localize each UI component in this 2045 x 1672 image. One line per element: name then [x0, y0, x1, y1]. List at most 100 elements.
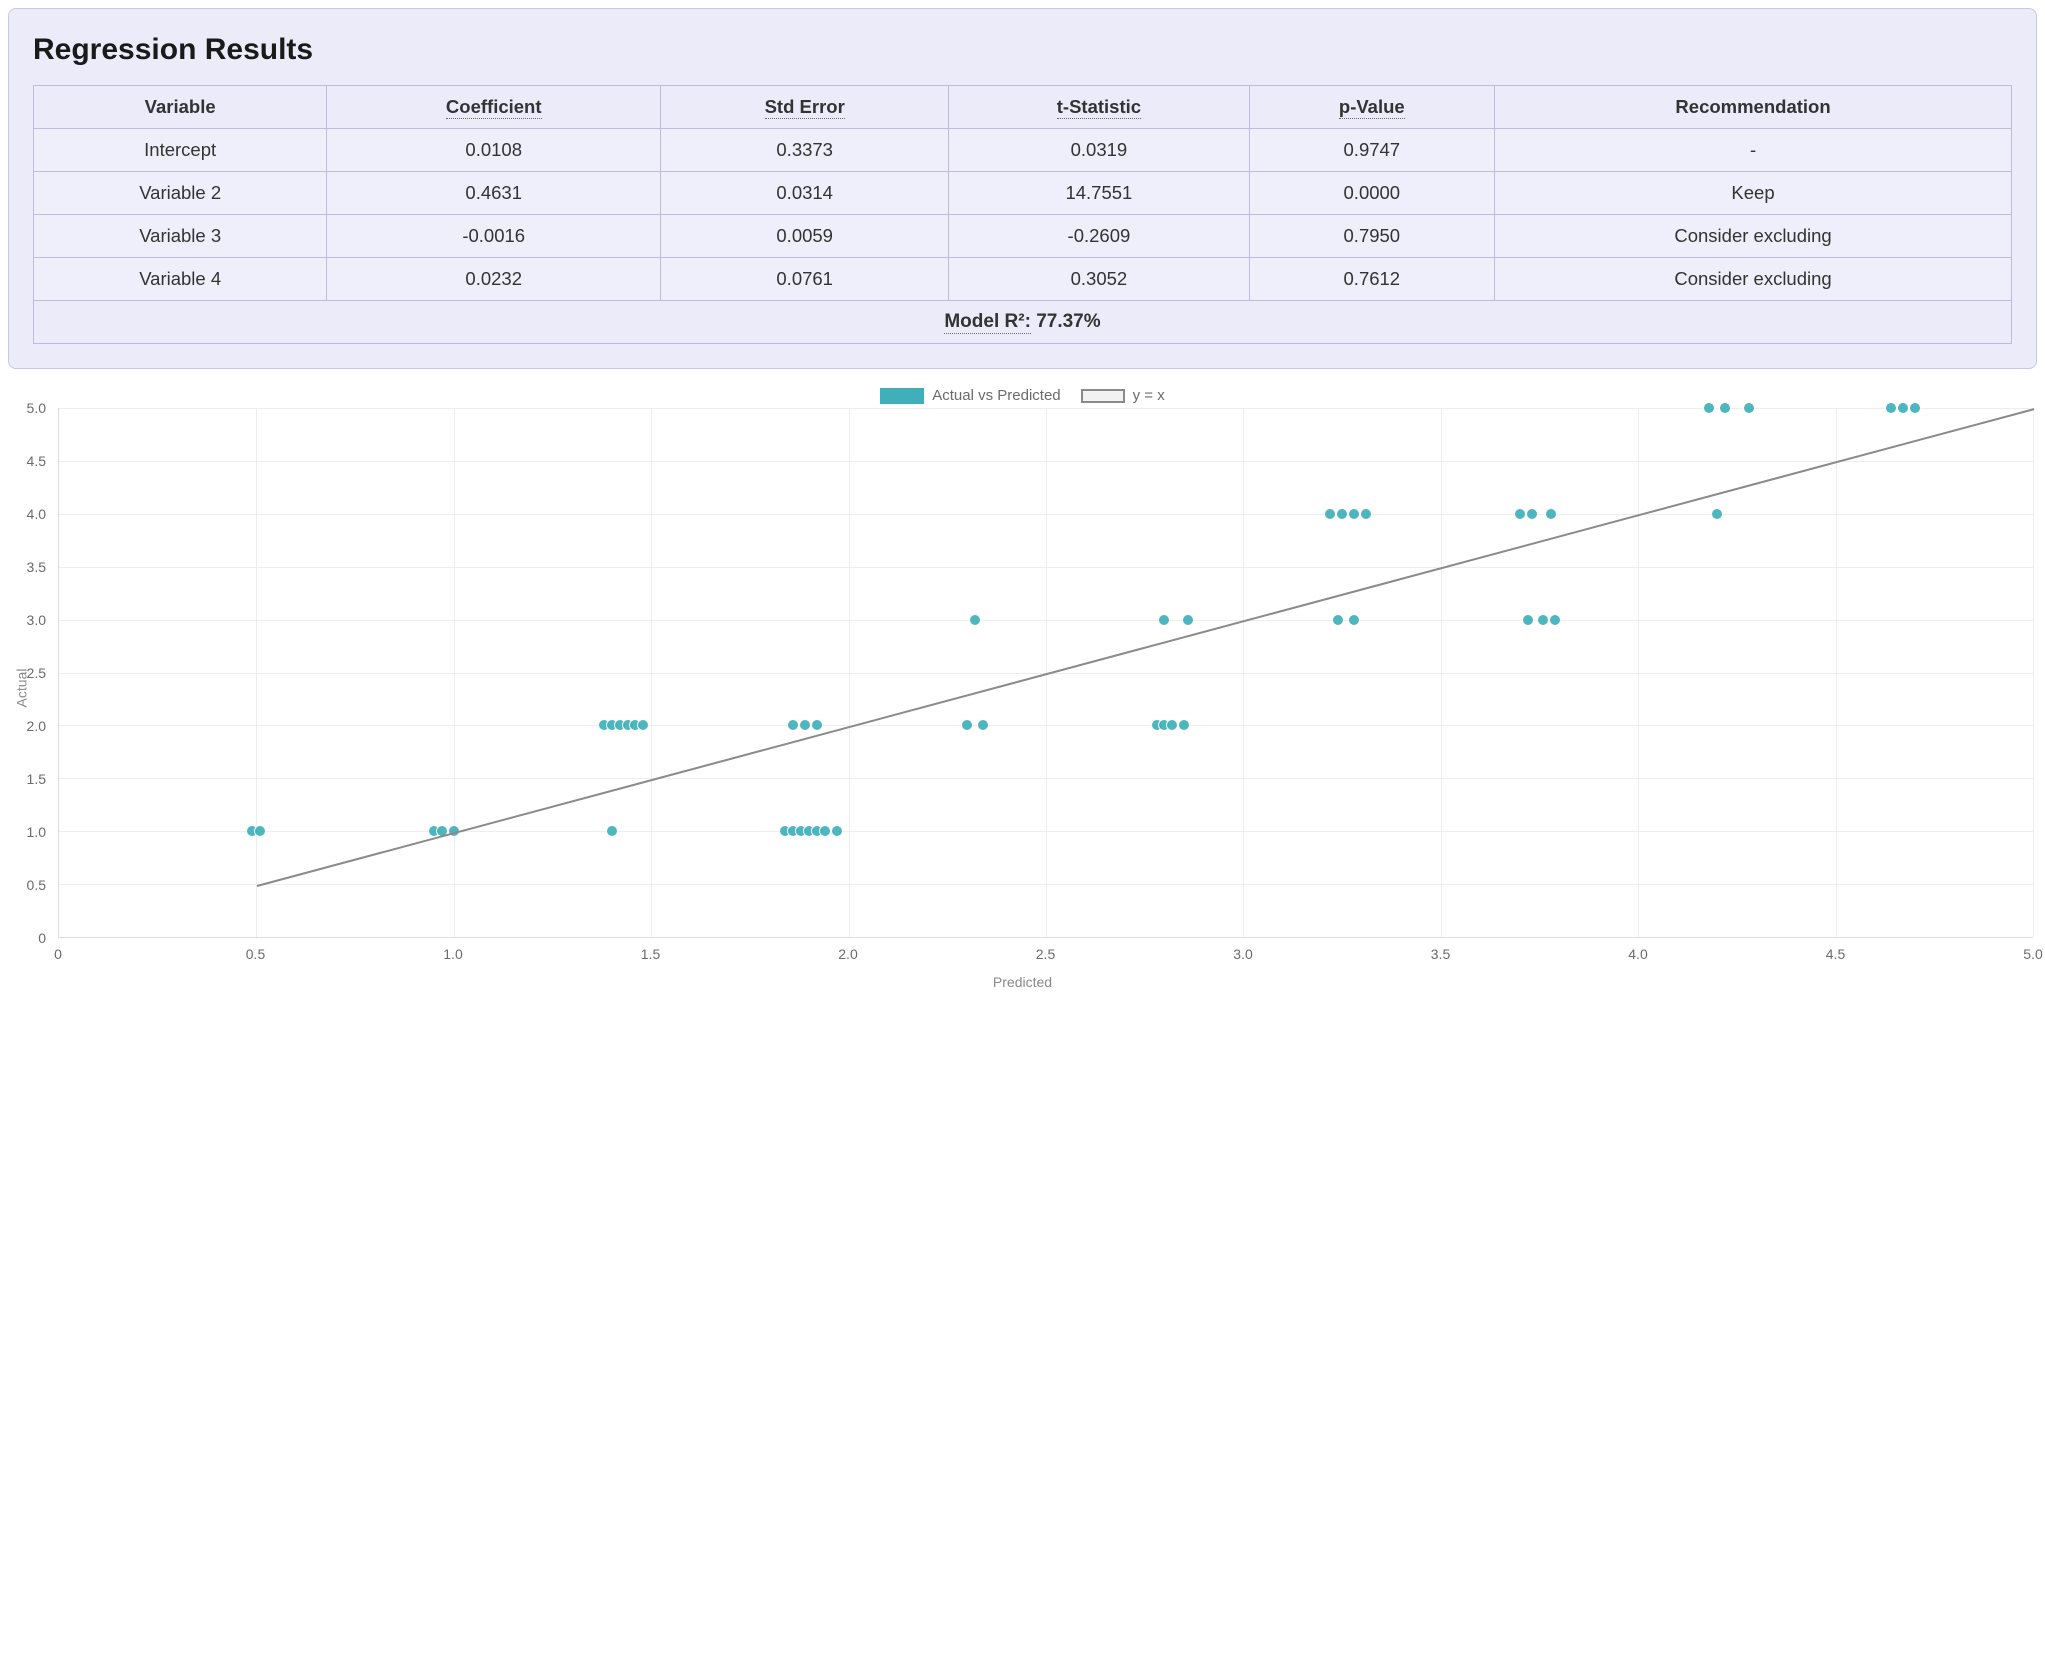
- scatter-point: [1166, 719, 1178, 731]
- scatter-point: [254, 825, 266, 837]
- x-tick-label: 0.5: [246, 946, 265, 962]
- scatter-point: [799, 719, 811, 731]
- regression-table: VariableCoefficientStd Errort-Statisticp…: [33, 85, 2012, 344]
- table-cell: Keep: [1495, 172, 2012, 215]
- legend-line-label: y = x: [1133, 387, 1165, 404]
- x-tick-label: 5.0: [2023, 946, 2042, 962]
- gridline-horizontal: [59, 514, 2033, 515]
- y-tick-label: 0: [38, 930, 46, 946]
- table-header-cell: Variable: [34, 86, 327, 129]
- gridline-horizontal: [59, 461, 2033, 462]
- y-tick-label: 2.5: [27, 665, 46, 681]
- table-row: Variable 40.02320.07610.30520.7612Consid…: [34, 258, 2012, 301]
- chart-legend: Actual vs Predicted y = x: [8, 381, 2037, 408]
- y-tick-label: 1.0: [27, 824, 46, 840]
- scatter-point: [1897, 402, 1909, 414]
- scatter-point: [1743, 402, 1755, 414]
- scatter-point: [1549, 614, 1561, 626]
- scatter-point: [1348, 614, 1360, 626]
- y-tick-label: 4.5: [27, 453, 46, 469]
- scatter-point: [1182, 614, 1194, 626]
- gridline-horizontal: [59, 567, 2033, 568]
- y-tick-label: 2.0: [27, 718, 46, 734]
- scatter-point: [606, 825, 618, 837]
- x-tick-label: 3.5: [1431, 946, 1450, 962]
- table-row: Variable 20.46310.031414.75510.0000Keep: [34, 172, 2012, 215]
- table-cell: Consider excluding: [1495, 215, 2012, 258]
- table-cell: Variable 4: [34, 258, 327, 301]
- x-tick-label: 2.0: [838, 946, 857, 962]
- gridline-horizontal: [59, 831, 2033, 832]
- table-cell: 0.0059: [661, 215, 949, 258]
- scatter-point: [1158, 614, 1170, 626]
- table-header-cell: p-Value: [1249, 86, 1495, 129]
- plot-grid: [58, 408, 2033, 938]
- x-tick-label: 0: [54, 946, 62, 962]
- scatter-point: [831, 825, 843, 837]
- y-tick-label: 0.5: [27, 877, 46, 893]
- scatter-point: [1178, 719, 1190, 731]
- y-tick-label: 1.5: [27, 771, 46, 787]
- scatter-point: [969, 614, 981, 626]
- scatter-point: [1348, 508, 1360, 520]
- table-cell: Consider excluding: [1495, 258, 2012, 301]
- r2-label: Model R²:: [944, 311, 1031, 334]
- results-title: Regression Results: [33, 33, 2012, 67]
- table-row: Variable 3-0.00160.0059-0.26090.7950Cons…: [34, 215, 2012, 258]
- y-tick-label: 3.0: [27, 612, 46, 628]
- table-cell: 0.0314: [661, 172, 949, 215]
- scatter-point: [1719, 402, 1731, 414]
- r2-value: 77.37%: [1036, 311, 1100, 332]
- table-cell: Variable 3: [34, 215, 327, 258]
- table-cell: -: [1495, 129, 2012, 172]
- table-cell: 0.0232: [327, 258, 661, 301]
- table-cell: 0.0319: [949, 129, 1249, 172]
- x-tick-label: 1.5: [641, 946, 660, 962]
- y-tick-label: 5.0: [27, 400, 46, 416]
- scatter-point: [787, 719, 799, 731]
- scatter-point: [1514, 508, 1526, 520]
- table-cell: 0.3373: [661, 129, 949, 172]
- gridline-vertical: [2033, 408, 2034, 937]
- y-ticks: 00.51.01.52.02.53.03.54.04.55.0: [8, 408, 52, 938]
- scatter-point: [637, 719, 649, 731]
- table-header-cell: Recommendation: [1495, 86, 2012, 129]
- table-cell: 14.7551: [949, 172, 1249, 215]
- x-tick-label: 4.5: [1826, 946, 1845, 962]
- x-axis-label: Predicted: [8, 974, 2037, 990]
- x-tick-label: 2.5: [1036, 946, 1055, 962]
- scatter-point: [1703, 402, 1715, 414]
- scatter-point: [1885, 402, 1897, 414]
- table-header-row: VariableCoefficientStd Errort-Statisticp…: [34, 86, 2012, 129]
- scatter-point: [1909, 402, 1921, 414]
- scatter-point: [1522, 614, 1534, 626]
- x-tick-label: 1.0: [443, 946, 462, 962]
- plot-area: Actual 00.51.01.52.02.53.03.54.04.55.0 0…: [8, 408, 2037, 968]
- table-body: Intercept0.01080.33730.03190.9747-Variab…: [34, 129, 2012, 301]
- table-header-cell: t-Statistic: [949, 86, 1249, 129]
- table-cell: 0.7612: [1249, 258, 1495, 301]
- table-cell: 0.4631: [327, 172, 661, 215]
- y-tick-label: 3.5: [27, 559, 46, 575]
- x-ticks: 00.51.01.52.02.53.03.54.04.55.0: [58, 942, 2033, 968]
- legend-item-line: y = x: [1081, 387, 1165, 404]
- scatter-chart: Actual vs Predicted y = x Actual 00.51.0…: [8, 381, 2037, 990]
- scatter-point: [1324, 508, 1336, 520]
- table-cell: 0.0761: [661, 258, 949, 301]
- scatter-point: [1711, 508, 1723, 520]
- scatter-point: [1526, 508, 1538, 520]
- gridline-horizontal: [59, 884, 2033, 885]
- legend-swatch-line: [1081, 389, 1125, 403]
- scatter-point: [1545, 508, 1557, 520]
- y-tick-label: 4.0: [27, 506, 46, 522]
- table-cell: Intercept: [34, 129, 327, 172]
- table-cell: 0.0000: [1249, 172, 1495, 215]
- table-cell: 0.9747: [1249, 129, 1495, 172]
- table-r2-row: Model R²: 77.37%: [34, 301, 2012, 344]
- table-cell: Variable 2: [34, 172, 327, 215]
- gridline-horizontal: [59, 620, 2033, 621]
- scatter-point: [1360, 508, 1372, 520]
- scatter-point: [977, 719, 989, 731]
- gridline-horizontal: [59, 408, 2033, 409]
- regression-results-panel: Regression Results VariableCoefficientSt…: [8, 8, 2037, 369]
